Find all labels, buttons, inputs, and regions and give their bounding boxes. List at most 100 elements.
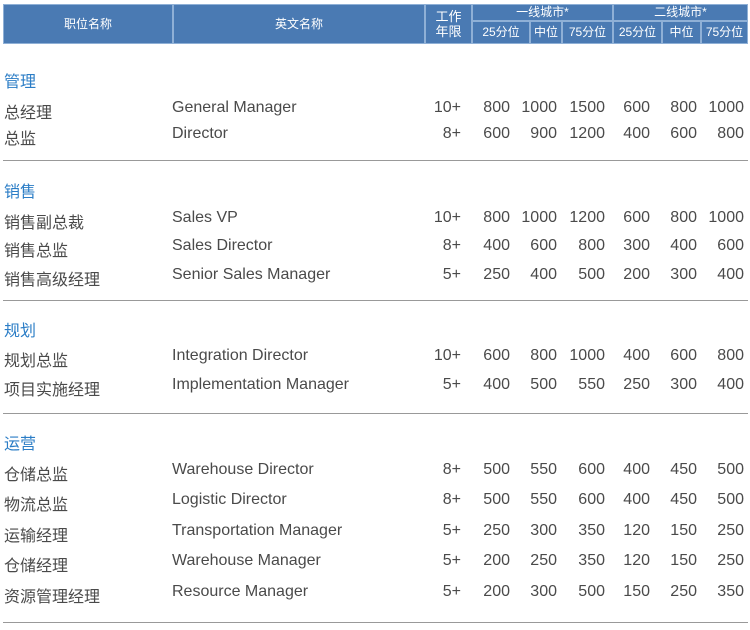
salary-cell: 400 — [483, 237, 510, 254]
table-row: 总监 Director 8+ 600 900 1200 400 600 800 — [0, 125, 750, 149]
salary-cell: 1000 — [708, 99, 744, 116]
position-cn: 运输经理 — [4, 528, 69, 545]
position-en: Warehouse Manager — [172, 552, 321, 569]
position-en: Warehouse Director — [172, 461, 314, 478]
salary-cell: 600 — [670, 125, 697, 142]
salary-cell: 400 — [530, 266, 557, 283]
position-cn: 销售高级经理 — [4, 272, 101, 289]
salary-cell: 600 — [717, 237, 744, 254]
section-title: 管理 — [4, 74, 37, 91]
header-tier1: 一线城市* — [472, 4, 613, 21]
position-cn: 规划总监 — [4, 353, 69, 370]
salary-cell: 600 — [578, 491, 605, 508]
years-cell: 10+ — [433, 99, 461, 116]
header-tier2-p25: 25分位 — [613, 21, 662, 44]
salary-cell: 350 — [717, 583, 744, 600]
table-row: 仓储经理 Warehouse Manager 5+ 200 250 350 120 150 25… — [0, 552, 750, 576]
header-years: 工作 年限 — [425, 4, 472, 44]
salary-cell: 400 — [483, 376, 510, 393]
years-cell: 5+ — [442, 583, 461, 600]
table-row: 销售总监 Sales Director 8+ 400 600 800 300 400 600 — [0, 237, 750, 261]
position-cn: 销售总监 — [4, 243, 69, 260]
position-en: Implementation Manager — [172, 376, 349, 393]
table-row: 物流总监 Logistic Director 8+ 500 550 600 400 450 50… — [0, 491, 750, 515]
salary-cell: 250 — [717, 552, 744, 569]
salary-cell: 250 — [483, 522, 510, 539]
header-tier2-mid: 中位 — [662, 21, 701, 44]
salary-cell: 500 — [717, 491, 744, 508]
salary-cell: 550 — [578, 376, 605, 393]
salary-cell: 250 — [530, 552, 557, 569]
salary-cell: 150 — [670, 522, 697, 539]
salary-cell: 1200 — [569, 209, 605, 226]
salary-cell: 250 — [670, 583, 697, 600]
position-en: Integration Director — [172, 347, 309, 364]
position-cn: 总监 — [4, 131, 37, 148]
years-cell: 5+ — [442, 522, 461, 539]
salary-cell: 450 — [670, 491, 697, 508]
position-cn: 项目实施经理 — [4, 382, 101, 399]
salary-cell: 350 — [578, 552, 605, 569]
table-row: 仓储总监 Warehouse Director 8+ 500 550 600 400 450 5… — [0, 461, 750, 485]
position-cn: 总经理 — [4, 105, 53, 122]
salary-cell: 550 — [530, 491, 557, 508]
salary-cell: 200 — [483, 583, 510, 600]
salary-cell: 800 — [578, 237, 605, 254]
salary-cell: 500 — [483, 461, 510, 478]
salary-cell: 1500 — [569, 99, 605, 116]
salary-cell: 300 — [623, 237, 650, 254]
salary-cell: 1000 — [569, 347, 605, 364]
years-cell: 8+ — [442, 125, 461, 142]
header-english: 英文名称 — [173, 4, 425, 44]
salary-cell: 500 — [717, 461, 744, 478]
position-en: Director — [172, 125, 229, 142]
salary-cell: 300 — [530, 583, 557, 600]
years-cell: 5+ — [442, 552, 461, 569]
section-divider — [3, 160, 748, 161]
position-cn: 资源管理经理 — [4, 589, 101, 606]
years-cell: 10+ — [433, 209, 461, 226]
position-en: General Manager — [172, 99, 297, 116]
years-cell: 8+ — [442, 491, 461, 508]
section-title: 运营 — [4, 436, 37, 453]
position-en: Logistic Director — [172, 491, 287, 508]
salary-cell: 400 — [623, 125, 650, 142]
salary-cell: 800 — [717, 347, 744, 364]
section-divider — [3, 300, 748, 301]
salary-cell: 600 — [483, 347, 510, 364]
years-cell: 8+ — [442, 237, 461, 254]
salary-cell: 800 — [483, 209, 510, 226]
table-row: 资源管理经理 Resource Manager 5+ 200 300 500 150 250 3… — [0, 583, 750, 607]
salary-cell: 600 — [623, 99, 650, 116]
salary-cell: 400 — [717, 266, 744, 283]
salary-cell: 300 — [670, 266, 697, 283]
salary-cell: 400 — [623, 491, 650, 508]
header-tier1-mid: 中位 — [530, 21, 562, 44]
table-row: 销售高级经理 Senior Sales Manager 5+ 250 400 500 200… — [0, 266, 750, 290]
header-tier2: 二线城市* — [613, 4, 748, 21]
salary-cell: 150 — [670, 552, 697, 569]
header-tier1-p75: 75分位 — [562, 21, 613, 44]
salary-cell: 400 — [623, 461, 650, 478]
salary-cell: 250 — [483, 266, 510, 283]
position-cn: 仓储总监 — [4, 467, 69, 484]
salary-cell: 120 — [623, 552, 650, 569]
section-title: 规划 — [4, 323, 37, 340]
table-row: 规划总监 Integration Director 10+ 600 800 1000 400… — [0, 347, 750, 371]
position-en: Senior Sales Manager — [172, 266, 331, 283]
table-row: 总经理 General Manager 10+ 800 1000 1500 600 800 10… — [0, 99, 750, 123]
salary-cell: 300 — [530, 522, 557, 539]
salary-cell: 500 — [483, 491, 510, 508]
salary-cell: 600 — [623, 209, 650, 226]
position-en: Sales VP — [172, 209, 238, 226]
salary-cell: 300 — [670, 376, 697, 393]
salary-cell: 200 — [483, 552, 510, 569]
salary-cell: 900 — [530, 125, 557, 142]
salary-cell: 400 — [717, 376, 744, 393]
salary-cell: 800 — [670, 209, 697, 226]
header-tier2-p75: 75分位 — [701, 21, 748, 44]
salary-cell: 150 — [623, 583, 650, 600]
salary-cell: 250 — [717, 522, 744, 539]
salary-cell: 1000 — [708, 209, 744, 226]
salary-cell: 350 — [578, 522, 605, 539]
